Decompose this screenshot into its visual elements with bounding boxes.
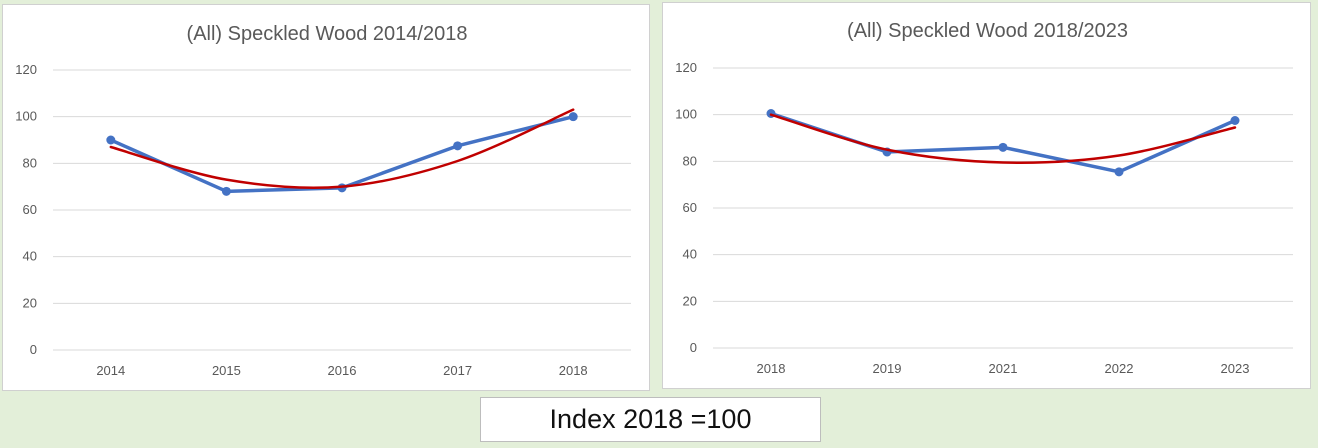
y-tick-label: 60 (683, 200, 697, 215)
chart-panel-2018-2023: (All) Speckled Wood 2018/2023 0 20 40 60 80 10… (662, 2, 1311, 389)
x-tick-label: 2023 (1221, 361, 1250, 376)
x-tick-label: 2022 (1105, 361, 1134, 376)
y-tick-label: 40 (23, 249, 37, 264)
x-tick-label: 2018 (757, 361, 786, 376)
y-tick-label: 0 (30, 342, 37, 357)
y-tick-label: 120 (15, 62, 37, 77)
data-point-2021 (998, 142, 1008, 152)
y-tick-label: 80 (23, 155, 37, 170)
y-tick-label: 100 (675, 107, 697, 122)
index-caption: Index 2018 =100 (480, 397, 821, 442)
chart-2018-2023: (All) Speckled Wood 2018/2023 0 20 40 60 80 10… (675, 20, 1293, 376)
y-tick-label: 40 (683, 247, 697, 262)
x-tick-label: 2019 (873, 361, 902, 376)
x-tick-label: 2014 (96, 363, 125, 378)
trendline-polynomial (769, 113, 1237, 164)
chart-title: (All) Speckled Wood 2014/2018 (187, 23, 468, 45)
trendline-polynomial (109, 108, 575, 190)
data-point-2018 (568, 112, 578, 122)
x-tick-label: 2015 (212, 363, 241, 378)
x-tick-label: 2017 (443, 363, 472, 378)
y-tick-label: 100 (15, 109, 37, 124)
x-tick-label: 2016 (328, 363, 357, 378)
chart-title: (All) Speckled Wood 2018/2023 (847, 20, 1128, 42)
data-point-2022 (1114, 167, 1124, 177)
data-point-2017 (453, 141, 463, 151)
chart-2014-2018: (All) Speckled Wood 2014/2018 0 20 40 60 80 10… (15, 23, 631, 378)
y-tick-label: 80 (683, 153, 697, 168)
series-line-index (109, 114, 575, 194)
y-tick-label: 0 (690, 340, 697, 355)
y-tick-label: 60 (23, 202, 37, 217)
y-tick-label: 20 (683, 293, 697, 308)
data-point-2015 (221, 186, 231, 196)
data-point-2023 (1230, 116, 1240, 125)
x-tick-label: 2018 (559, 363, 588, 378)
y-tick-label: 120 (675, 60, 697, 75)
chart-panel-2014-2018: (All) Speckled Wood 2014/2018 0 20 40 60 80 10… (2, 4, 650, 391)
data-point-2014 (106, 135, 116, 145)
x-tick-label: 2021 (989, 361, 1018, 376)
y-tick-label: 20 (23, 295, 37, 310)
